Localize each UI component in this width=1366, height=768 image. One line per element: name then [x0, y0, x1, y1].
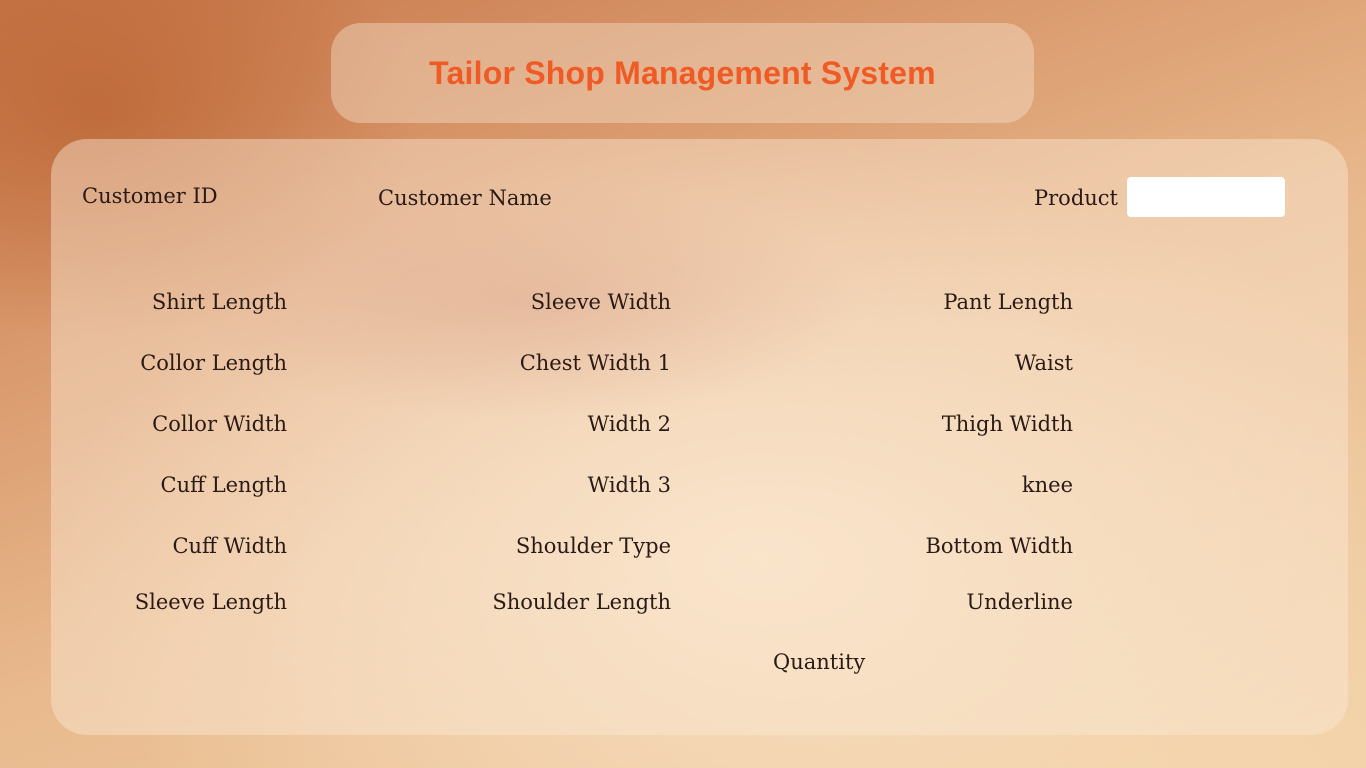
- chest-width-1-label: Chest Width 1: [519, 351, 671, 375]
- cuff-length-label: Cuff Length: [160, 473, 288, 497]
- quantity-label: Quantity: [773, 650, 866, 674]
- width-3-label: Width 3: [587, 473, 671, 497]
- pant-length-label: Pant Length: [943, 290, 1073, 314]
- cuff-width-label: Cuff Width: [172, 534, 287, 558]
- product-label: Product: [1034, 186, 1118, 210]
- title-card: Tailor Shop Management System: [331, 23, 1034, 123]
- width-2-label: Width 2: [587, 412, 671, 436]
- shoulder-length-label: Shoulder Length: [492, 590, 671, 614]
- thigh-width-label: Thigh Width: [941, 412, 1073, 436]
- underline-label: Underline: [966, 590, 1073, 614]
- knee-label: knee: [1021, 473, 1073, 497]
- sleeve-width-label: Sleeve Width: [530, 290, 671, 314]
- measurement-form-panel: [51, 139, 1348, 735]
- collor-length-label: Collor Length: [140, 351, 287, 375]
- product-input[interactable]: [1127, 177, 1285, 217]
- sleeve-length-label: Sleeve Length: [134, 590, 287, 614]
- bottom-width-label: Bottom Width: [925, 534, 1073, 558]
- shirt-length-label: Shirt Length: [151, 290, 287, 314]
- shoulder-type-label: Shoulder Type: [515, 534, 671, 558]
- collor-width-label: Collor Width: [152, 412, 287, 436]
- customer-id-label: Customer ID: [82, 184, 218, 208]
- customer-name-label: Customer Name: [378, 186, 552, 210]
- app-title: Tailor Shop Management System: [429, 54, 936, 91]
- waist-label: Waist: [1014, 351, 1073, 375]
